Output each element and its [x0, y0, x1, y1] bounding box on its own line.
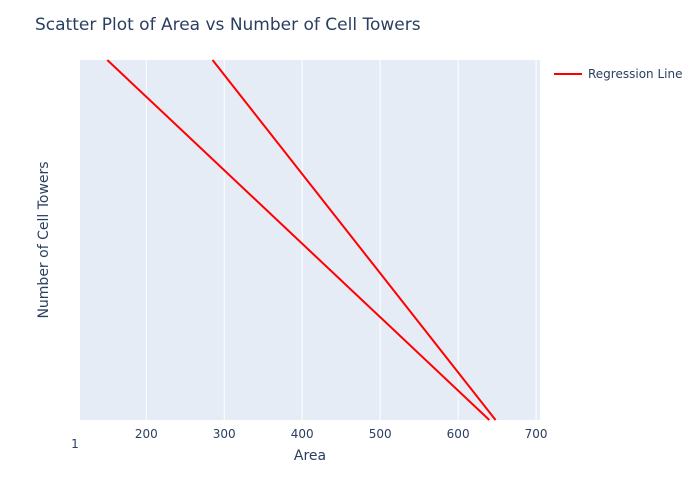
legend[interactable]: Regression Line [554, 67, 682, 81]
y-axis-title: Number of Cell Towers [36, 161, 52, 318]
regression-line-segment [106, 59, 491, 421]
x-tick-labels: 200 300 400 500 600 700 [135, 427, 548, 441]
x-tick-label: 600 [447, 427, 470, 441]
grid-lines [145, 60, 537, 420]
x-tick-label: 400 [291, 427, 314, 441]
chart-title: Scatter Plot of Area vs Number of Cell T… [35, 15, 421, 35]
plot-area [80, 60, 540, 420]
regression-line-segment [211, 59, 497, 421]
legend-label-regression-line: Regression Line [588, 67, 682, 81]
y-tick-label: 1 [71, 437, 79, 451]
x-tick-label: 200 [135, 427, 158, 441]
series-layer [106, 59, 497, 421]
x-tick-label: 500 [369, 427, 392, 441]
x-tick-label: 700 [525, 427, 548, 441]
x-axis-title: Area [294, 448, 326, 464]
x-tick-label: 300 [213, 427, 236, 441]
